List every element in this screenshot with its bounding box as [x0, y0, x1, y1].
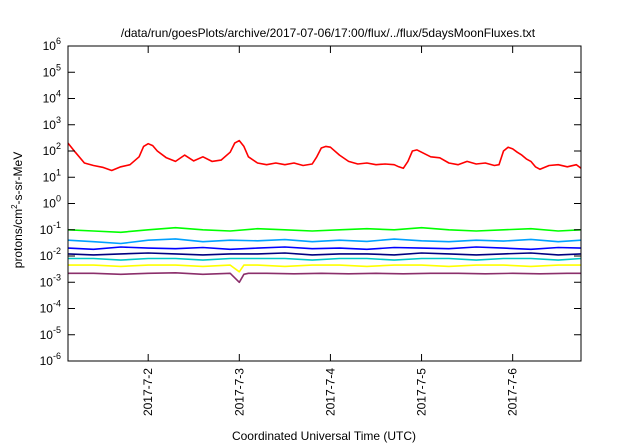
series-line-8	[68, 271, 581, 284]
y-axis-label-sup: 2	[10, 204, 19, 209]
plot-frame	[67, 45, 582, 362]
svg-text:protons/cm2-s-sr-MeV: protons/cm2-s-sr-MeV	[10, 152, 25, 268]
y-tick-label: 102	[43, 141, 61, 158]
y-tick-label: 106	[43, 36, 61, 53]
y-axis-label: protons/cm2-s-sr-MeV	[10, 152, 25, 268]
x-tick-label: 2017-7-2	[141, 368, 155, 416]
y-tick-label: 100	[43, 194, 61, 211]
series-line-2	[67, 226, 582, 234]
x-tick-label: 2017-7-6	[506, 368, 520, 416]
y-tick-label: 10-2	[40, 246, 61, 263]
x-axis-label: Coordinated Universal Time (UTC)	[232, 429, 416, 443]
series-line-5	[67, 252, 582, 256]
y-tick-label: 10-4	[40, 299, 61, 316]
series-layer	[67, 139, 582, 284]
y-axis-label-base: protons/cm	[11, 209, 25, 268]
series-line-1	[67, 139, 582, 172]
x-tick-label: 2017-7-4	[323, 368, 337, 416]
y-axis-label-rest: -s-sr-MeV	[11, 152, 25, 205]
y-tick-label: 10-1	[40, 220, 61, 237]
y-tick-label: 105	[43, 62, 61, 79]
series-line-6	[68, 257, 582, 261]
y-tick-label: 10-6	[40, 351, 61, 368]
series-line-7	[68, 264, 581, 273]
series-line-3	[67, 238, 582, 245]
y-tick-label: 10-3	[40, 272, 61, 289]
y-tick-label: 104	[43, 89, 61, 106]
x-tick-label: 2017-7-5	[415, 368, 429, 416]
x-tick-label: 2017-7-3	[232, 368, 246, 416]
y-tick-label: 10-5	[40, 325, 61, 342]
series-line-4	[67, 246, 582, 251]
y-tick-label: 103	[43, 115, 61, 132]
axis-layer: 10-6 10-5 10-4 10-3 10-2 10-1 100 101 102 103 104 1…	[40, 36, 582, 416]
y-tick-label: 101	[43, 167, 61, 184]
chart-title: /data/run/goesPlots/archive/2017-07-06/1…	[121, 26, 536, 40]
